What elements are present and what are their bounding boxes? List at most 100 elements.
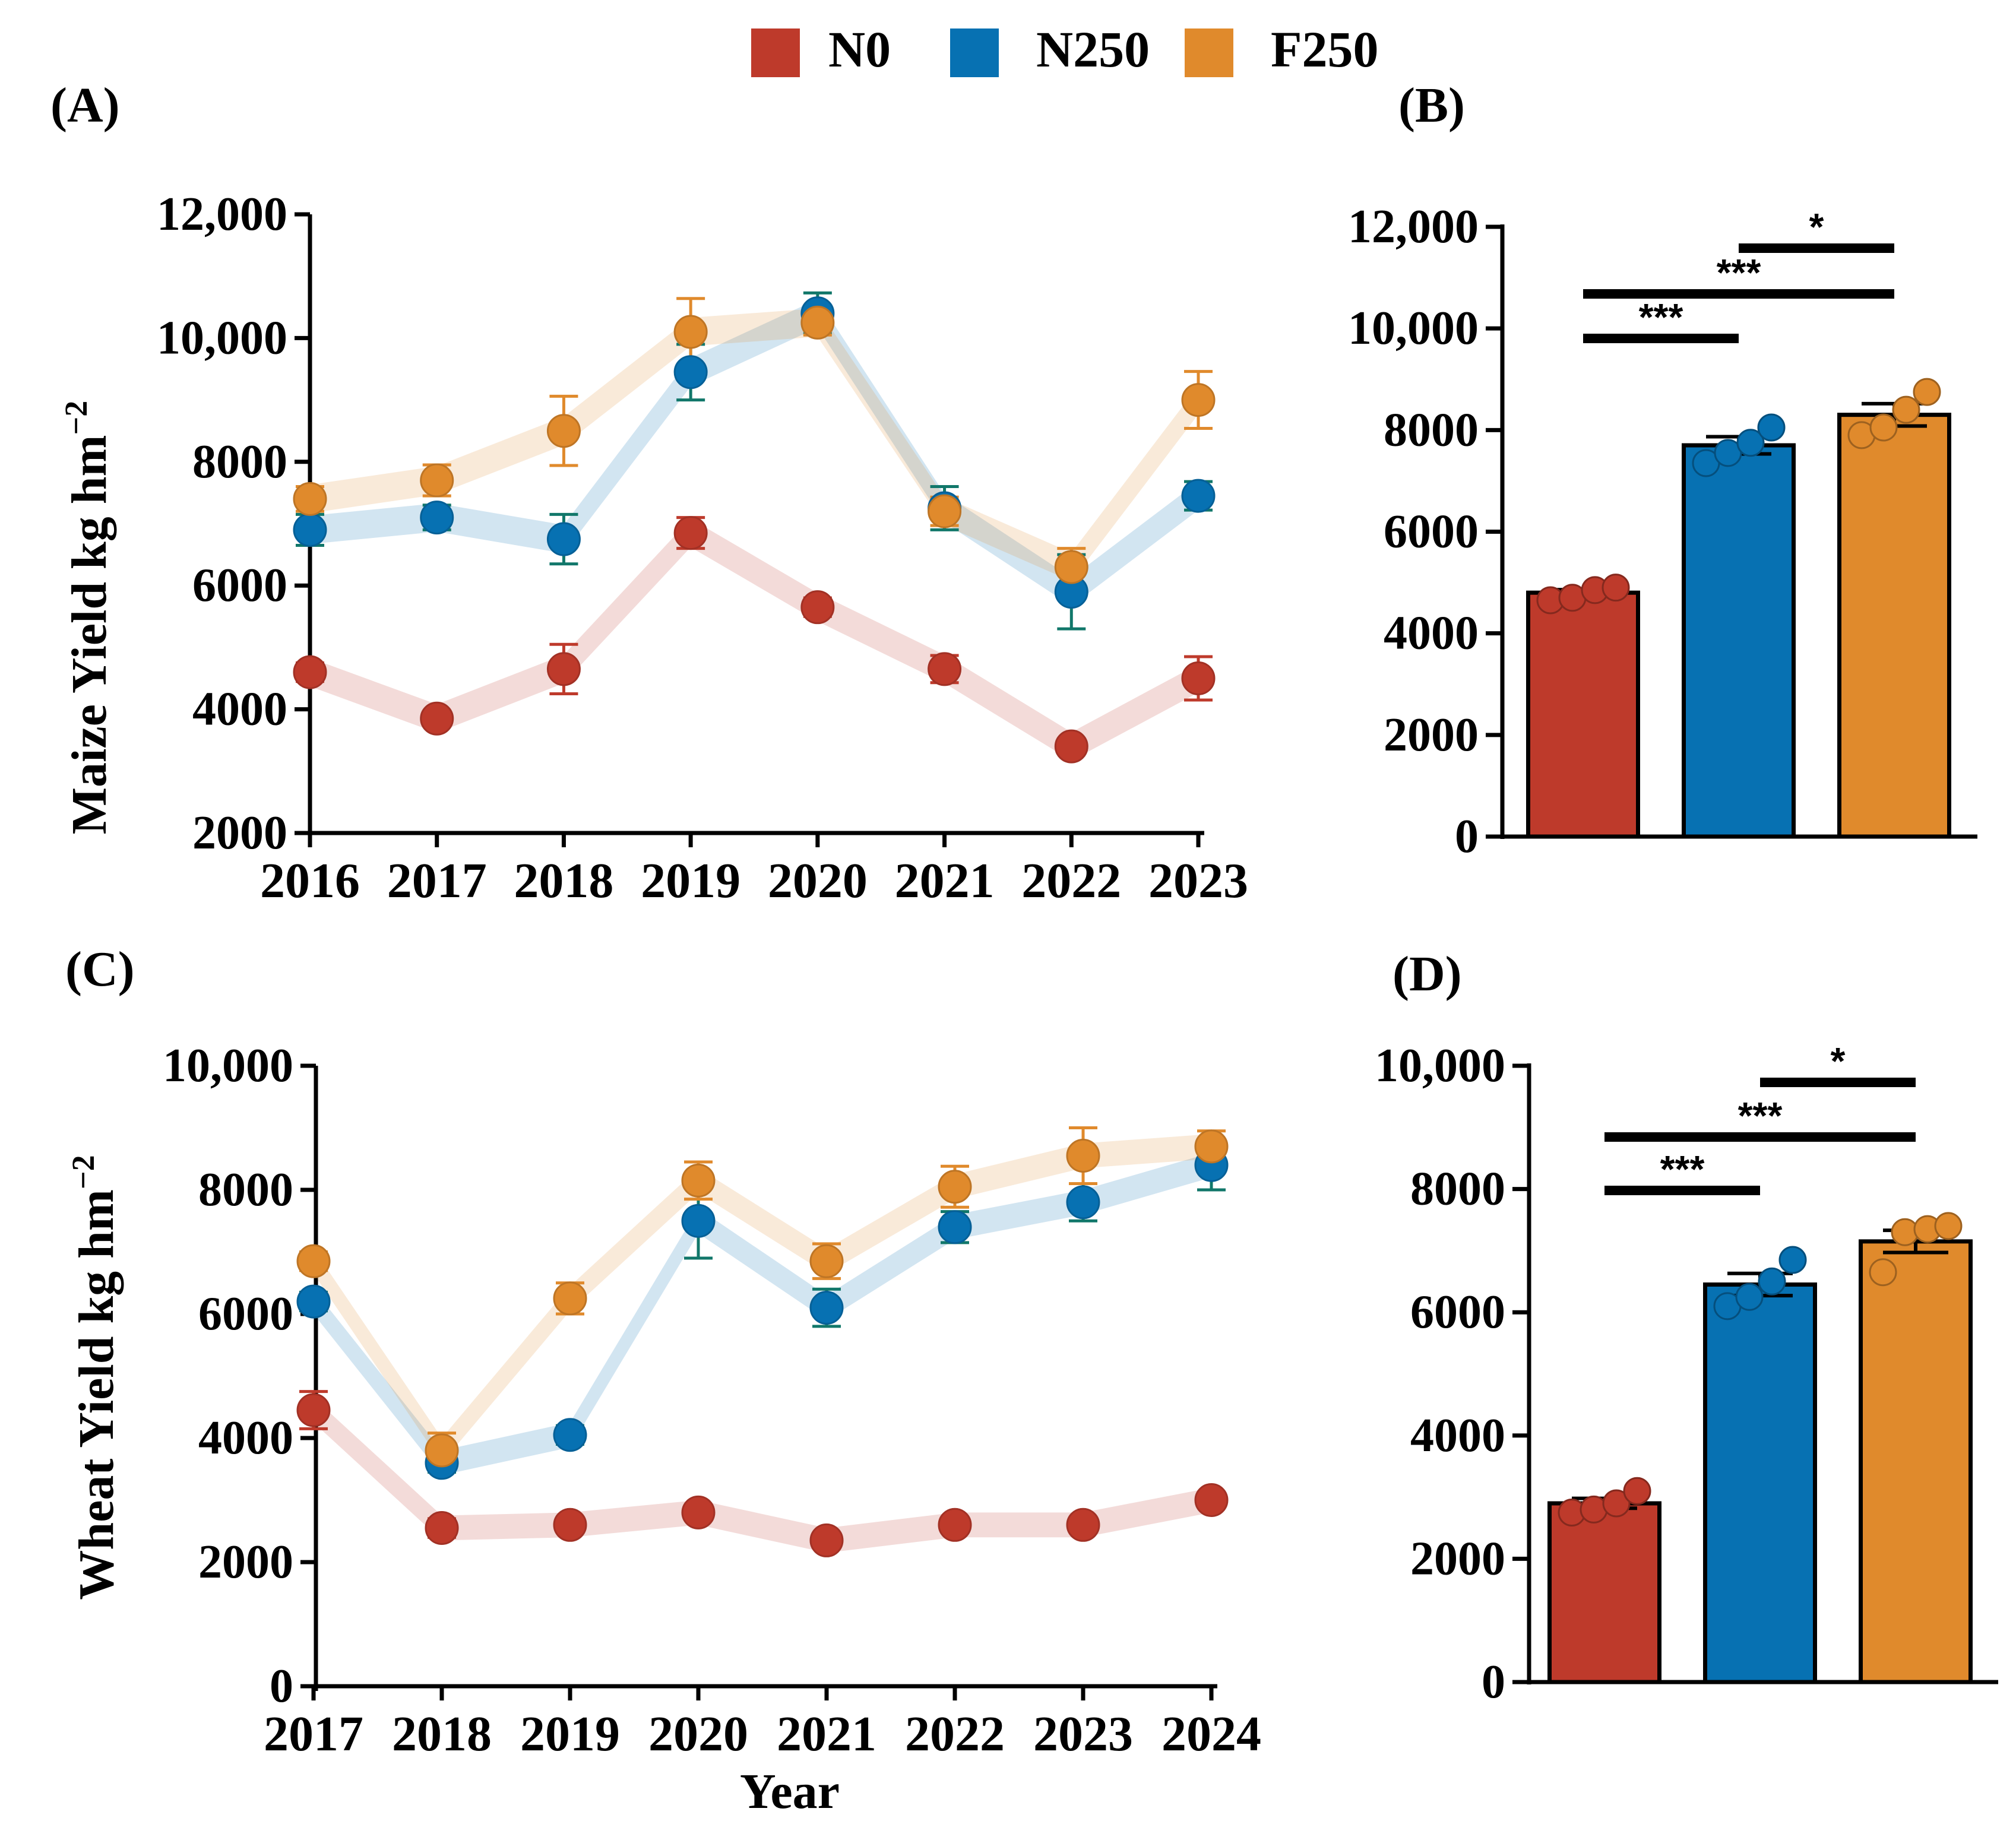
panel-c-x-tick-label: 2017 bbox=[264, 1706, 363, 1762]
panel-c-point-f250 bbox=[938, 1170, 972, 1204]
panel-a-point-n0 bbox=[1181, 661, 1216, 695]
panel-c-point-f250 bbox=[681, 1163, 716, 1198]
legend: N0 N250 F250 bbox=[751, 21, 1379, 78]
panel-d-label: (D) bbox=[1392, 946, 1462, 1002]
panel-c-y-tick-label: 8000 bbox=[198, 1164, 293, 1216]
panel-a-point-n0 bbox=[420, 701, 454, 736]
panel-d-y-tick-label: 8000 bbox=[1410, 1163, 1505, 1215]
panel-c-y-axis-label: Wheat Yield kg hm−2 bbox=[65, 1155, 124, 1600]
panel-b-data-point-f250 bbox=[1869, 413, 1898, 442]
panel-b-data-point-f250 bbox=[1892, 395, 1920, 424]
panel-b-y-tick-label: 10,000 bbox=[1348, 302, 1479, 354]
panel-d-data-point-n250 bbox=[1778, 1246, 1807, 1274]
panel-b-bar-n0 bbox=[1526, 590, 1640, 839]
panel-a-point-n0 bbox=[800, 590, 835, 625]
panel-a-y-tick-label: 8000 bbox=[192, 436, 287, 488]
panel-c-x-tick-label: 2019 bbox=[520, 1706, 620, 1762]
panel-c-y-tick-label: 0 bbox=[270, 1660, 293, 1712]
panel-a-x-tick-label: 2018 bbox=[514, 853, 613, 908]
panel-a-point-f250 bbox=[673, 315, 708, 349]
panel-c-point-n0 bbox=[938, 1508, 972, 1542]
panel-b-data-point-n250 bbox=[1757, 413, 1786, 442]
panel-c-x-tick-label: 2022 bbox=[905, 1706, 1005, 1762]
panel-c-point-f250 bbox=[425, 1433, 459, 1468]
legend-label-n250: N250 bbox=[1036, 21, 1150, 78]
panel-c-x-tick-label: 2024 bbox=[1162, 1706, 1261, 1762]
panel-c-y-tick-label: 10,000 bbox=[163, 1040, 293, 1092]
panel-a-point-n0 bbox=[1054, 729, 1088, 764]
panel-a-point-n0 bbox=[293, 655, 327, 689]
panel-c-point-n0 bbox=[1066, 1508, 1100, 1542]
panel-a-x-tick-label: 2021 bbox=[895, 853, 995, 908]
panel-a-point-n250 bbox=[293, 512, 327, 547]
panel-a-point-f250 bbox=[928, 494, 962, 528]
panel-b-y-tick-label: 0 bbox=[1455, 810, 1479, 863]
panel-a-point-f250 bbox=[293, 482, 327, 516]
panel-c-point-f250 bbox=[1194, 1129, 1229, 1164]
panel-a-y-axis-label: Maize Yield kg hm−2 bbox=[58, 401, 117, 834]
panel-a-y-axis-label-superscript: −2 bbox=[58, 401, 94, 435]
panel-a-y-tick-label: 10,000 bbox=[157, 312, 287, 364]
panel-d-y-tick-label: 2000 bbox=[1410, 1532, 1505, 1585]
panel-a-point-f250 bbox=[420, 463, 454, 498]
panel-a-point-n250 bbox=[1181, 479, 1216, 513]
legend-label-f250: F250 bbox=[1271, 21, 1379, 78]
panel-d-data-point-n0 bbox=[1623, 1477, 1651, 1505]
panel-c-x-axis-label: Year bbox=[740, 1764, 840, 1819]
panel-b-y-tick-label: 2000 bbox=[1384, 709, 1479, 761]
panel-d-significance-label: *** bbox=[1660, 1148, 1705, 1190]
panel-c-y-tick-label: 4000 bbox=[198, 1412, 293, 1464]
panel-c-point-n0 bbox=[296, 1393, 331, 1427]
panel-d-bar-f250 bbox=[1859, 1239, 1973, 1684]
panel-b-data-point-n0 bbox=[1602, 574, 1630, 602]
panel-d-data-point-f250 bbox=[1869, 1258, 1897, 1287]
panel-a-y-tick-label: 4000 bbox=[192, 683, 287, 736]
panel-d-data-point-n250 bbox=[1758, 1267, 1786, 1296]
panel-c-point-n250 bbox=[553, 1418, 587, 1452]
legend-label-n0: N0 bbox=[828, 21, 891, 78]
panel-a-ribbon-f250 bbox=[310, 308, 1198, 581]
panel-d-y-tick-label: 10,000 bbox=[1375, 1040, 1505, 1092]
panel-a-point-f250 bbox=[1181, 383, 1216, 417]
legend-swatch-n250 bbox=[950, 28, 999, 77]
panel-b-data-point-n250 bbox=[1736, 429, 1765, 457]
panel-a-point-n0 bbox=[546, 652, 581, 686]
panel-c-point-f250 bbox=[296, 1244, 331, 1278]
panel-b-significance-label: *** bbox=[1717, 251, 1761, 294]
panel-c-point-n0 bbox=[681, 1495, 716, 1529]
panel-d-data-point-f250 bbox=[1934, 1212, 1963, 1240]
panel-b-bar-f250 bbox=[1837, 413, 1951, 839]
panel-c-point-n250 bbox=[809, 1291, 844, 1325]
panel-d-y-tick-label: 0 bbox=[1482, 1656, 1505, 1708]
panel-a-point-n0 bbox=[673, 516, 708, 550]
panel-a-x-tick-label: 2019 bbox=[641, 853, 740, 908]
panel-c-point-f250 bbox=[809, 1244, 844, 1278]
panel-a-point-f250 bbox=[546, 414, 581, 448]
panel-c-point-n250 bbox=[296, 1284, 331, 1319]
panel-c-ribbon-n250 bbox=[314, 1152, 1211, 1475]
panel-b-y-tick-label: 8000 bbox=[1384, 404, 1479, 456]
panel-a-x-tick-label: 2022 bbox=[1021, 853, 1121, 908]
panel-b-significance-label: *** bbox=[1639, 296, 1683, 338]
panel-c-point-n0 bbox=[553, 1508, 587, 1542]
panel-b-y-tick-label: 4000 bbox=[1384, 607, 1479, 660]
panel-d-data-point-n250 bbox=[1735, 1282, 1764, 1311]
panel-a-label: (A) bbox=[50, 78, 120, 133]
panel-c-y-tick-label: 2000 bbox=[198, 1536, 293, 1588]
panel-c-x-tick-label: 2018 bbox=[392, 1706, 492, 1762]
panel-b-y-tick-label: 12,000 bbox=[1348, 201, 1479, 253]
panel-c-x-tick-label: 2023 bbox=[1033, 1706, 1133, 1762]
panel-a-ribbon-n0 bbox=[310, 518, 1198, 761]
panel-c-ribbon-n0 bbox=[314, 1398, 1211, 1553]
panel-c-point-n250 bbox=[938, 1210, 972, 1244]
panel-b-significance-label: * bbox=[1809, 205, 1824, 248]
panel-a-point-f250 bbox=[1054, 550, 1088, 584]
panel-b-data-point-f250 bbox=[1913, 378, 1941, 406]
panel-d-bar-n0 bbox=[1547, 1501, 1661, 1684]
panel-a-maize-line-chart: (A) Maize Yield kg hm−2 2000 4000 6000 8000… bbox=[50, 78, 1248, 908]
panel-a-x-tick-label: 2020 bbox=[768, 853, 868, 908]
legend-swatch-n0 bbox=[751, 28, 800, 77]
panel-a-x-tick-label: 2016 bbox=[260, 853, 360, 908]
